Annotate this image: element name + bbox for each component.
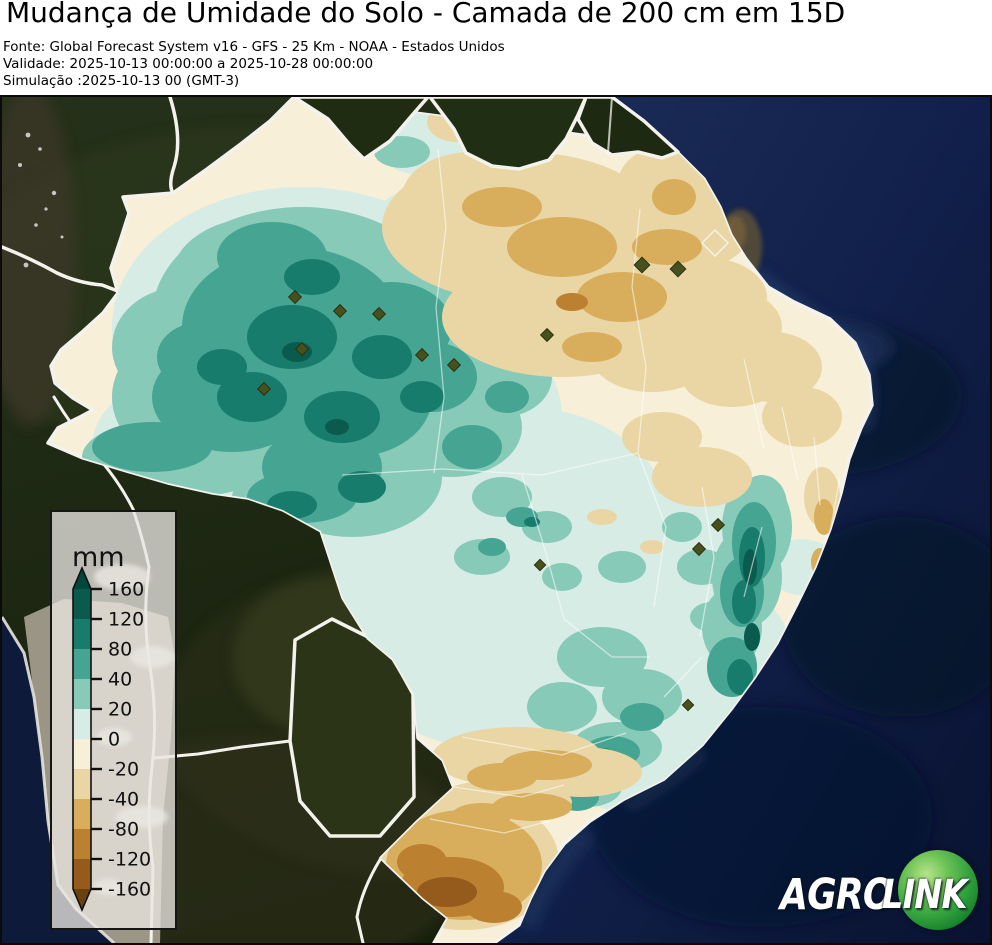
logo-text-agro: AGRO <box>780 870 894 920</box>
legend-tick-label: -80 <box>108 819 139 841</box>
legend-tick-label: 120 <box>108 609 144 631</box>
page-title: Mudança de Umidade do Solo - Camada de 2… <box>6 0 846 29</box>
header: Mudança de Umidade do Solo - Camada de 2… <box>0 0 992 95</box>
legend-tick-label: -120 <box>108 849 151 871</box>
legend-tick-label: 40 <box>108 669 132 691</box>
legend-tick-label: -40 <box>108 789 139 811</box>
legend-tick-label: 0 <box>108 729 120 751</box>
legend-unit-label: mm <box>72 542 125 573</box>
marajo-island <box>700 228 730 258</box>
simulation-line: Simulação :2025-10-13 00 (GMT-3) <box>3 73 240 89</box>
satellite-gap-diamonds <box>256 256 726 712</box>
cloud-specks <box>18 132 64 268</box>
colorbar-svg: mm 160 120 80 40 20 0 -20 -40 -80 -120 -160 <box>72 542 151 913</box>
header-meta: Fonte: Global Forecast System v16 - GFS … <box>3 39 505 90</box>
layer-neg120-160mm <box>417 877 477 907</box>
suriname-fg-border <box>607 97 613 154</box>
logo-sphere-icon <box>898 850 978 930</box>
guianas-wedges <box>292 97 680 171</box>
legend-tick-label: -160 <box>108 879 151 901</box>
logo-text-link: LINK <box>882 872 968 918</box>
validity-line: Validade: 2025-10-13 00:00:00 a 2025-10-… <box>3 56 374 72</box>
agrolink-logo: AGRO LINK <box>780 847 980 935</box>
legend-tick-label: 20 <box>108 699 132 721</box>
legend-tick-label: 160 <box>108 579 144 601</box>
legend-tick-label: 80 <box>108 639 132 661</box>
colorbar-legend: mm 160 120 80 40 20 0 -20 -40 -80 -120 -160 <box>50 510 177 930</box>
legend-tick-label: -20 <box>108 759 139 781</box>
source-line: Fonte: Global Forecast System v16 - GFS … <box>3 39 505 55</box>
